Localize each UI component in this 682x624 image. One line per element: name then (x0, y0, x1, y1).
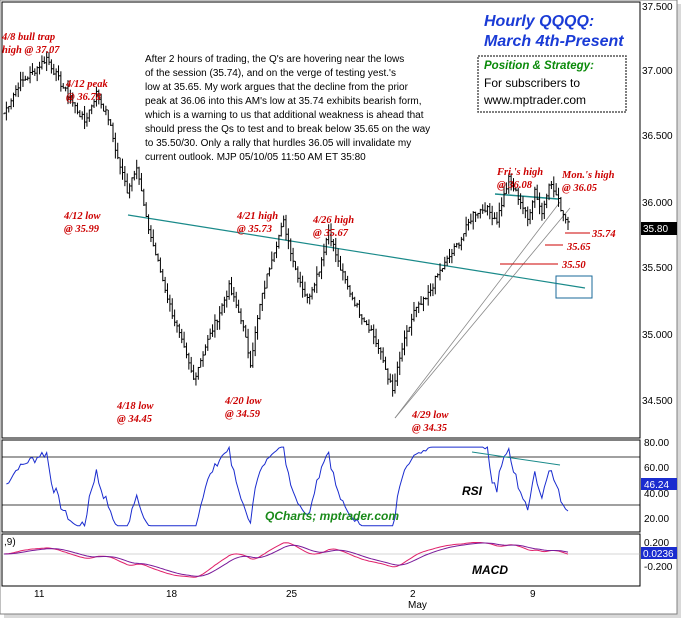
commentary-line-7: to 35.50/30. Only a rally that hurdles 3… (145, 138, 411, 149)
position-strategy-box (477, 55, 627, 113)
y-tick-label: 36.000 (642, 198, 673, 209)
rsi-line (6, 445, 569, 528)
macd-label: MACD (472, 563, 508, 577)
level-label: 35.65 (566, 242, 591, 253)
annotation-text: 4/12 peak (65, 79, 108, 90)
rsi-label: RSI (462, 484, 483, 498)
rsi-current-marker (641, 478, 677, 490)
rsi-divergence-line (471, 451, 561, 466)
chart-title: Hourly QQQQ: (484, 13, 594, 30)
rsi-tick-label: 40.00 (644, 489, 669, 500)
macd-tick-label: -0.200 (644, 562, 673, 573)
macd-current-label: 0.0236 (643, 549, 674, 560)
annotation-text: @ 35.67 (313, 228, 349, 239)
frame (0, 0, 678, 615)
price-bars (3, 51, 570, 397)
annotation-text: 4/26 high (312, 215, 354, 226)
x-tick-label: 18 (166, 589, 178, 600)
x-month-label: May (408, 600, 427, 611)
trendlines (127, 193, 593, 419)
rsi-tick-label: 20.00 (644, 514, 669, 525)
annotation-text: @ 35.99 (64, 224, 100, 235)
annotation-text: 4/20 low (224, 396, 262, 407)
annotation-text: Mon.'s high (561, 170, 615, 181)
position-strategy-line2: www.mptrader.com (483, 93, 586, 107)
macd-current-marker (641, 547, 677, 559)
level-label: 35.74 (591, 229, 616, 240)
annotation-text: 4/18 low (116, 401, 154, 412)
position-strategy-heading: Position & Strategy: (484, 60, 594, 72)
x-tick-label: 11 (34, 589, 45, 600)
annotation-text: @ 34.35 (412, 423, 447, 434)
y-tick-label: 35.000 (642, 330, 673, 341)
level-label: 35.50 (561, 260, 586, 271)
commentary-line-8: current outlook. MJP 05/10/05 11:50 AM E… (145, 152, 366, 163)
macd-panel-border (1, 533, 641, 587)
commentary: After 2 hours of trading, the Q's are ho… (144, 54, 430, 163)
y-tick-label: 36.500 (642, 131, 673, 142)
commentary-line-6: should press the Qs to test and to break… (145, 124, 430, 135)
annotation-text: Fri.'s high (496, 167, 543, 178)
chart-subtitle: March 4th-Present (484, 33, 624, 50)
annotation-text: high @ 37.07 (2, 45, 60, 56)
y-tick-label: 37.500 (642, 2, 673, 13)
macd-settings-fragment: ,9) (4, 537, 16, 548)
x-tick-label: 25 (286, 589, 298, 600)
rsi-current-label: 46.24 (644, 480, 669, 491)
support-line-steep (394, 201, 561, 419)
price-y-axis: 37.500 37.000 36.500 36.000 35.500 35.00… (642, 2, 673, 407)
y-tick-label: 34.500 (642, 396, 673, 407)
last-price-label: 35.80 (643, 224, 668, 235)
commentary-line-5: which is a warning to us that additional… (144, 110, 424, 121)
x-tick-label: 9 (530, 589, 536, 600)
macd-signal-line (4, 542, 569, 577)
x-axis: 11 18 25 2 9 May (34, 589, 536, 611)
annotation-text: @ 34.59 (225, 409, 261, 420)
commentary-line-4: peak at 36.06 into this AM's low at 35.7… (145, 96, 422, 107)
rsi-tick-label: 60.00 (644, 463, 669, 474)
watermark: QCharts; mptrader.com (265, 509, 399, 523)
annotation-text: 4/12 low (63, 211, 101, 222)
annotations: 4/8 bull trap high @ 37.07 4/12 peak @ 3… (1, 32, 616, 434)
annotation-text: @ 35.73 (237, 224, 272, 235)
annotation-text: 4/21 high (236, 211, 278, 222)
rsi-panel-border (1, 439, 641, 533)
last-price-marker (641, 222, 677, 235)
y-tick-label: 35.500 (642, 263, 673, 274)
support-line-shallow (394, 207, 571, 419)
annotation-text: @ 36.05 (562, 183, 597, 194)
x-tick-label: 2 (410, 589, 416, 600)
resistance-line (494, 193, 559, 200)
commentary-line-1: After 2 hours of trading, the Q's are ho… (145, 54, 404, 65)
annotation-text: 4/29 low (411, 410, 449, 421)
rsi-tick-label: 80.00 (644, 438, 669, 449)
annotation-text: @ 36.08 (497, 180, 533, 191)
macd-tick-label: 0.200 (644, 538, 669, 549)
target-box (555, 275, 593, 299)
declining-trendline (127, 214, 586, 289)
y-tick-label: 37.000 (642, 66, 673, 77)
price-panel-border (1, 1, 641, 439)
annotation-text: @ 36.78 (66, 92, 102, 103)
position-strategy-line1: For subscribers to (484, 76, 580, 90)
annotation-text: @ 34.45 (117, 414, 152, 425)
annotation-text: 4/8 bull trap (1, 32, 55, 43)
commentary-line-2: of the session (35.74), and on the verge… (145, 68, 396, 79)
commentary-line-3: low at 35.65. My work argues that the de… (145, 82, 409, 93)
